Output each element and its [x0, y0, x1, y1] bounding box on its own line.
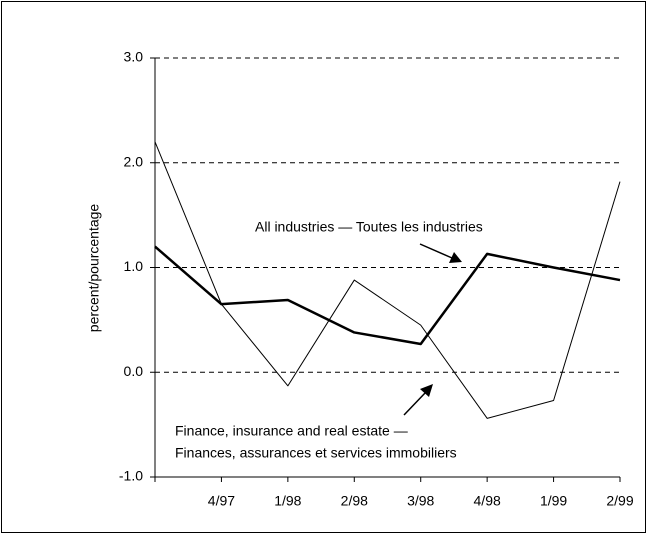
x-tick-label: 4/97: [208, 493, 235, 509]
y-tick-label: 3.0: [124, 49, 144, 65]
annotation: All industries — Toutes les industries: [255, 219, 483, 235]
x-tick-label: 2/98: [341, 493, 368, 509]
arrow: [403, 384, 433, 416]
x-tick-label: 4/98: [474, 493, 501, 509]
x-tick-label: 2/99: [606, 493, 633, 509]
x-tick-label: 1/99: [540, 493, 567, 509]
arrow: [419, 243, 462, 263]
y-tick-label: -1.0: [119, 468, 143, 484]
series-line: [154, 141, 621, 419]
y-tick-label: 1.0: [124, 258, 144, 274]
x-tick-label: 1/98: [274, 493, 301, 509]
series-line: [154, 245, 621, 346]
x-tick-label: 3/98: [407, 493, 434, 509]
y-tick-label: 2.0: [124, 153, 144, 169]
y-tick-label: 0.0: [124, 363, 144, 379]
annotation: Finance, insurance and real estate —: [175, 423, 408, 439]
y-axis-label: percent/pourcentage: [86, 204, 102, 333]
annotation: Finances, assurances et services immobil…: [175, 445, 457, 461]
